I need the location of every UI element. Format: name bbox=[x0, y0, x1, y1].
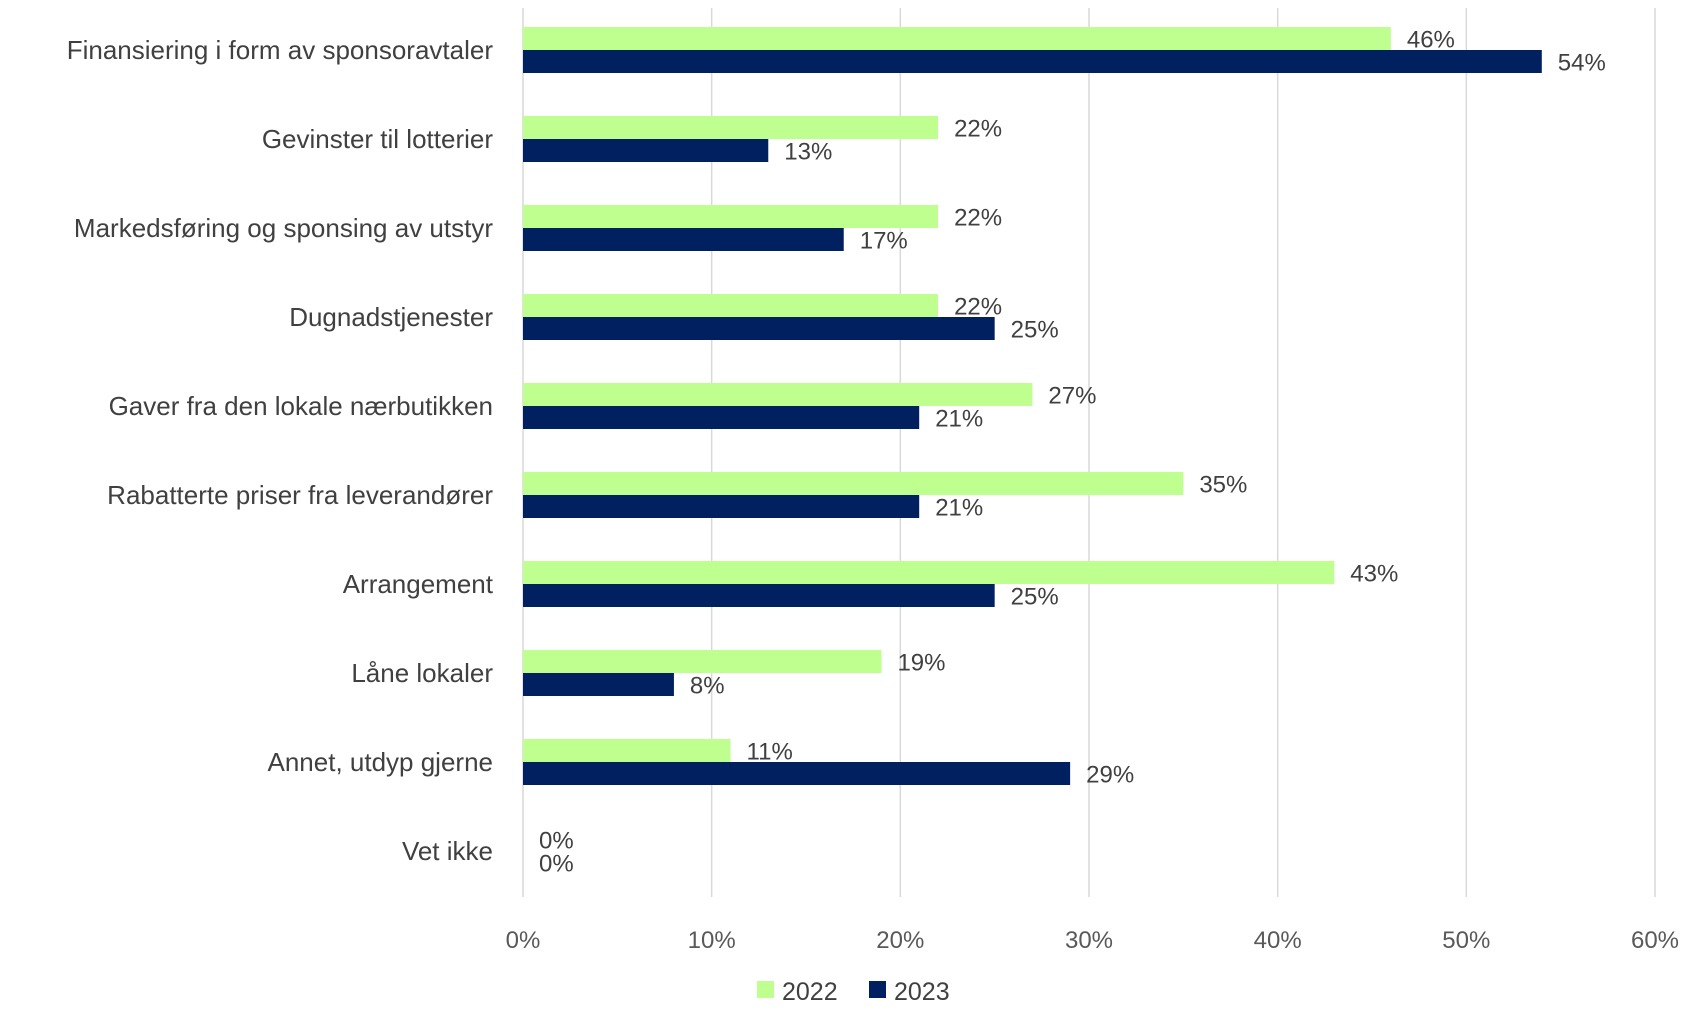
x-tick-label: 20% bbox=[876, 927, 924, 954]
bar-2023-0 bbox=[523, 50, 1542, 73]
value-label-2022: 46% bbox=[1407, 27, 1455, 54]
x-tick-label: 30% bbox=[1065, 927, 1113, 954]
category-label: Gevinster til lotterier bbox=[262, 124, 494, 154]
value-labels: 46% 54% 22% 13% 22% 17% 22% 25% 27% 21% 35% 21% 43% 2… bbox=[539, 27, 1606, 878]
bar-2022-8 bbox=[523, 739, 731, 762]
value-label-2022: 11% bbox=[747, 739, 793, 766]
legend: 2022 2023 bbox=[757, 978, 950, 1006]
x-tick-label: 40% bbox=[1254, 927, 1302, 954]
bar-2022-4 bbox=[523, 383, 1033, 406]
value-label-2022: 22% bbox=[954, 116, 1002, 143]
value-label-2023: 17% bbox=[860, 228, 908, 255]
category-labels: Finansiering i form av sponsoravtaler Gev… bbox=[67, 35, 494, 866]
legend-label-2022: 2022 bbox=[782, 978, 838, 1006]
bar-2023-6 bbox=[523, 584, 995, 607]
bar-2022-5 bbox=[523, 472, 1184, 495]
x-tick-label: 0% bbox=[506, 927, 541, 954]
value-label-2023: 29% bbox=[1086, 762, 1134, 789]
category-label: Markedsføring og sponsing av utstyr bbox=[74, 213, 493, 243]
category-label: Arrangement bbox=[343, 569, 494, 599]
bar-2023-3 bbox=[523, 317, 995, 340]
value-label-2022: 43% bbox=[1350, 561, 1398, 588]
bar-2023-7 bbox=[523, 673, 674, 696]
value-label-2022: 35% bbox=[1199, 472, 1247, 499]
category-label: Gaver fra den lokale nærbutikken bbox=[109, 391, 493, 421]
value-label-2022: 22% bbox=[954, 205, 1002, 232]
bar-2022-0 bbox=[523, 27, 1391, 50]
value-label-2023: 21% bbox=[935, 495, 983, 522]
value-label-2022: 27% bbox=[1048, 383, 1096, 410]
x-axis-tick-labels: 0% 10% 20% 30% 40% 50% 60% bbox=[506, 927, 1679, 954]
bar-2023-8 bbox=[523, 762, 1071, 785]
bar-2022-7 bbox=[523, 650, 882, 673]
category-label: Annet, utdyp gjerne bbox=[268, 747, 494, 777]
value-label-2022: 19% bbox=[897, 650, 945, 677]
category-label: Rabatterte priser fra leverandører bbox=[107, 480, 493, 510]
bar-2022-3 bbox=[523, 294, 939, 317]
bar-2023-4 bbox=[523, 406, 920, 429]
bar-2022-2 bbox=[523, 205, 939, 228]
legend-swatch-2022 bbox=[757, 981, 774, 998]
value-label-2023: 8% bbox=[690, 673, 725, 700]
value-label-2022: 22% bbox=[954, 294, 1002, 321]
category-label: Finansiering i form av sponsoravtaler bbox=[67, 35, 494, 65]
bar-2023-5 bbox=[523, 495, 920, 518]
value-label-2023: 0% bbox=[539, 851, 574, 878]
value-label-2023: 21% bbox=[935, 406, 983, 433]
category-label: Låne lokaler bbox=[351, 658, 493, 688]
category-label: Vet ikke bbox=[402, 836, 493, 866]
value-label-2023: 13% bbox=[784, 139, 832, 166]
value-label-2023: 25% bbox=[1011, 317, 1059, 344]
value-label-2023: 54% bbox=[1558, 50, 1606, 77]
x-tick-label: 50% bbox=[1442, 927, 1490, 954]
legend-label-2023: 2023 bbox=[894, 978, 950, 1006]
value-label-2023: 25% bbox=[1011, 584, 1059, 611]
category-label: Dugnadstjenester bbox=[289, 302, 493, 332]
x-tick-label: 60% bbox=[1631, 927, 1679, 954]
bars bbox=[523, 27, 1542, 785]
bar-2022-1 bbox=[523, 116, 939, 139]
bar-2022-6 bbox=[523, 561, 1335, 584]
bar-2023-2 bbox=[523, 228, 844, 251]
x-tick-label: 10% bbox=[688, 927, 736, 954]
legend-swatch-2023 bbox=[869, 981, 886, 998]
value-label-2022: 0% bbox=[539, 828, 574, 855]
bar-2023-1 bbox=[523, 139, 769, 162]
